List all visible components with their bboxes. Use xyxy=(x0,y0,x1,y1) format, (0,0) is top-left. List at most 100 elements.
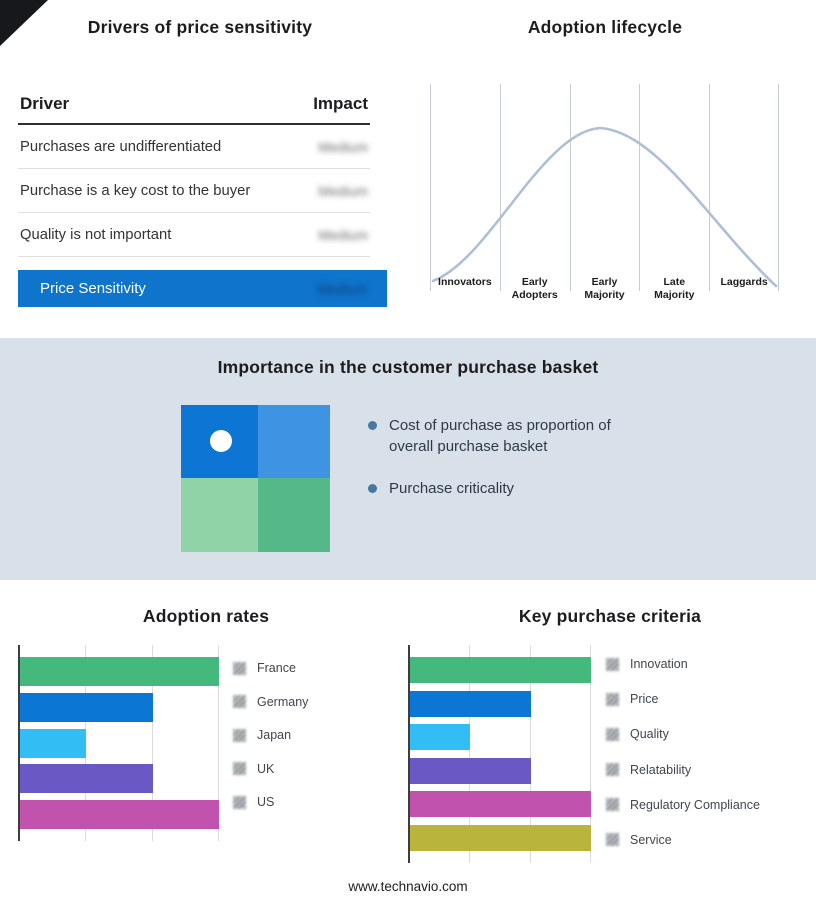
adoption-rates-legend: France Germany Japan UK US xyxy=(233,660,308,810)
legend-item: Innovation xyxy=(606,656,760,672)
bar-regulatory-compliance xyxy=(410,791,591,818)
bar-price xyxy=(410,690,531,717)
lifecycle-stage-labels: Innovators Early Adopters Early Majority La… xyxy=(430,276,779,301)
impact-cell-obscured: Medium xyxy=(318,182,368,199)
lifecycle-stage-label: Innovators xyxy=(438,276,492,288)
legend-item: Price xyxy=(606,691,760,707)
basket-bullet-list: Cost of purchase as proportion of overal… xyxy=(368,415,630,499)
bullet-text: Cost of purchase as proportion of overal… xyxy=(389,417,611,455)
legend-label: Relatability xyxy=(630,762,692,777)
legend-swatch-obscured xyxy=(233,728,246,742)
impact-column-header: Impact xyxy=(313,94,368,113)
y-axis-line xyxy=(18,645,20,841)
quadrant-graphic xyxy=(181,405,330,552)
legend-swatch-obscured xyxy=(606,657,619,671)
legend-label: Germany xyxy=(257,694,309,709)
legend-swatch-obscured xyxy=(233,661,246,675)
bar-group xyxy=(410,645,591,863)
legend-label: Innovation xyxy=(630,657,688,671)
gridline xyxy=(709,84,711,291)
table-row: Purchases are undifferentiated Medium xyxy=(18,125,370,169)
key-purchase-criteria-legend: Innovation Price Quality Relatability Regula… xyxy=(606,656,760,848)
gridline xyxy=(569,84,571,291)
legend-item: Japan xyxy=(233,727,308,743)
legend-item: Relatability xyxy=(606,762,760,778)
legend-label: UK xyxy=(257,761,275,776)
lifecycle-section-title: Adoption lifecycle xyxy=(527,17,683,37)
bar-service xyxy=(410,824,591,851)
legend-label: Quality xyxy=(630,727,669,742)
list-item: Purchase criticality xyxy=(368,478,630,499)
lifecycle-stage-label: Laggards xyxy=(720,276,768,288)
price-sensitivity-label: Price Sensitivity xyxy=(40,280,146,297)
legend-item: Germany xyxy=(233,694,308,710)
lifecycle-stage-label: Early Adopters xyxy=(511,276,558,301)
legend-item: Quality xyxy=(606,726,760,742)
table-row: Quality is not important Medium xyxy=(18,213,370,257)
adoption-rates-title: Adoption rates xyxy=(142,606,270,626)
drivers-section-title: Drivers of price sensitivity xyxy=(87,17,313,37)
legend-label: France xyxy=(257,661,296,675)
legend-swatch-obscured xyxy=(606,692,619,706)
legend-label: Service xyxy=(630,832,672,847)
legend-item: Regulatory Compliance xyxy=(606,797,760,813)
white-circle-icon xyxy=(210,430,232,452)
bar-quality xyxy=(410,724,471,751)
bell-curve xyxy=(431,126,778,288)
legend-item: Service xyxy=(606,832,760,848)
bar-france xyxy=(20,657,219,686)
quadrant-cell-top-left xyxy=(181,405,259,478)
list-item: Cost of purchase as proportion of overal… xyxy=(368,415,630,457)
bullet-icon xyxy=(368,484,377,493)
bullet-text: Purchase criticality xyxy=(389,480,515,497)
y-axis-line xyxy=(408,645,410,863)
website-url: www.technavio.com xyxy=(348,879,468,894)
impact-cell-obscured: Medium xyxy=(318,226,368,243)
drivers-table-header: Driver Impact xyxy=(18,94,370,125)
legend-label: Regulatory Compliance xyxy=(630,797,760,812)
bar-group xyxy=(20,645,219,841)
driver-cell: Purchase is a key cost to the buyer xyxy=(20,182,251,199)
gridline xyxy=(218,645,219,841)
legend-swatch-obscured xyxy=(233,762,246,775)
purchase-basket-band xyxy=(0,338,816,580)
legend-swatch-obscured xyxy=(233,695,246,708)
gridline xyxy=(468,645,470,863)
gridline xyxy=(639,84,641,291)
gridline xyxy=(590,645,591,863)
bar-japan xyxy=(20,728,87,758)
gridline xyxy=(151,645,153,841)
bar-us xyxy=(20,800,219,829)
lifecycle-chart xyxy=(430,84,779,291)
adoption-rates-chart xyxy=(18,645,219,841)
gridline xyxy=(499,84,501,291)
legend-swatch-obscured xyxy=(233,795,246,809)
impact-cell-obscured: Medium xyxy=(318,138,368,155)
driver-cell: Quality is not important xyxy=(20,226,172,243)
legend-swatch-obscured xyxy=(606,763,619,777)
quadrant-cell-top-right xyxy=(258,405,330,478)
key-purchase-criteria-title: Key purchase criteria xyxy=(518,606,702,626)
corner-triangle-decoration xyxy=(0,0,48,46)
table-row: Purchase is a key cost to the buyer Medi… xyxy=(18,169,370,213)
key-purchase-criteria-chart xyxy=(408,645,591,863)
impact-cell-obscured: Medium xyxy=(317,280,367,297)
bar-uk xyxy=(20,764,153,794)
legend-swatch-obscured xyxy=(606,727,619,741)
bar-relatability xyxy=(410,757,531,784)
gridline xyxy=(778,84,779,291)
price-sensitivity-highlight-row: Price Sensitivity Medium xyxy=(18,270,387,307)
legend-swatch-obscured xyxy=(606,833,619,847)
gridline xyxy=(430,84,431,291)
lifecycle-stage-label: Early Majority xyxy=(584,276,625,301)
bar-innovation xyxy=(410,657,591,683)
legend-swatch-obscured xyxy=(606,798,619,812)
driver-column-header: Driver xyxy=(20,94,70,113)
basket-section-title: Importance in the customer purchase bask… xyxy=(217,357,599,377)
gridline xyxy=(529,645,531,863)
drivers-table: Driver Impact Purchases are undifferenti… xyxy=(18,94,370,257)
legend-label: Price xyxy=(630,692,659,707)
legend-label: Japan xyxy=(257,728,292,742)
legend-item: France xyxy=(233,660,308,676)
